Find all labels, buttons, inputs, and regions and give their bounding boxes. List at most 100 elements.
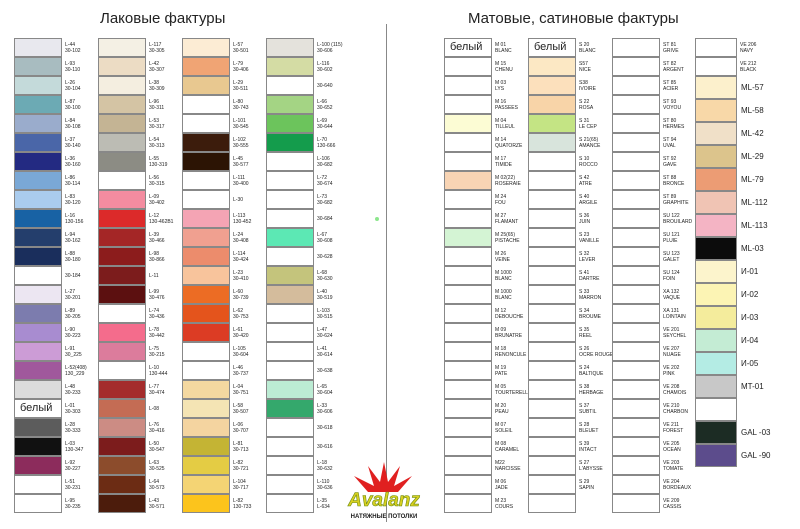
color-swatch xyxy=(528,361,576,380)
swatch-row: L-52(408) 130_229 xyxy=(14,361,87,380)
swatch-label: ML-113 xyxy=(741,221,768,230)
swatch-label: S 39 INTACT xyxy=(579,440,597,453)
swatch-row: L-09 30-402 xyxy=(98,190,173,209)
color-swatch xyxy=(266,133,314,152)
swatch-label: M 09 BRUNATRE xyxy=(495,326,523,339)
swatch-row: L-72 30-674 xyxy=(266,171,342,190)
swatch-row: S 38 HERBAGE xyxy=(528,380,613,399)
swatch-label: M 01 BLANC xyxy=(495,41,512,54)
color-swatch xyxy=(98,361,146,380)
color-swatch xyxy=(528,209,576,228)
color-swatch xyxy=(266,38,314,57)
color-swatch xyxy=(528,342,576,361)
color-swatch xyxy=(612,76,660,95)
swatch-label: M 1000 BLANC xyxy=(495,269,512,282)
swatch-label: S 35 REEL xyxy=(579,326,593,339)
color-swatch xyxy=(612,437,660,456)
color-swatch xyxy=(266,171,314,190)
color-swatch xyxy=(98,228,146,247)
swatch-row: L-70 130-666 xyxy=(266,133,342,152)
color-swatch xyxy=(266,475,314,494)
color-swatch xyxy=(695,237,737,260)
swatch-row: L-114 30-424 xyxy=(182,247,251,266)
swatch-row: L-96 30-311 xyxy=(98,95,173,114)
swatch-label: L-04 30-751 xyxy=(233,383,249,396)
swatch-label: GAL -03 xyxy=(741,428,771,437)
swatch-label: SU 124 FOIN xyxy=(663,269,680,282)
swatch-row: L-64 30-573 xyxy=(98,475,173,494)
swatch-row: L-105 30-604 xyxy=(182,342,251,361)
swatch-row: L-36 30-160 xyxy=(14,152,87,171)
swatch-row: S57 NICE xyxy=(528,57,613,76)
color-swatch xyxy=(695,38,737,57)
swatch-row: L-111 30-400 xyxy=(182,171,251,190)
color-swatch xyxy=(266,247,314,266)
swatch-row: L-89 30-205 xyxy=(14,304,87,323)
swatch-label: ST 81 GRIVE xyxy=(663,41,679,54)
swatch-row: L-60 30-739 xyxy=(182,285,251,304)
swatch-label: L-57 30-501 xyxy=(233,41,249,54)
swatch-row: белый M 01 BLANC xyxy=(444,38,531,57)
swatch-row: M 25(65) PISTACHE xyxy=(444,228,531,247)
color-swatch xyxy=(14,209,62,228)
swatch-row: L-75 30-215 xyxy=(98,342,173,361)
swatch-label: M 06 JADE xyxy=(495,478,508,491)
color-swatch xyxy=(612,228,660,247)
color-swatch xyxy=(612,418,660,437)
swatch-row: L-67 30-608 xyxy=(266,228,342,247)
swatch-label: VE 202 PINK xyxy=(663,364,680,377)
color-swatch xyxy=(444,323,492,342)
swatch-label: L-24 30-408 xyxy=(233,231,249,244)
swatch-row: L-47 30-624 xyxy=(266,323,342,342)
swatch-row: XA 131 LOINTAIN xyxy=(612,304,692,323)
swatch-label: L-33 30-606 xyxy=(317,402,333,415)
color-swatch xyxy=(98,494,146,513)
swatch-row: 30-684 xyxy=(266,209,342,228)
swatch-row: VE 210 CHARBON xyxy=(612,399,692,418)
swatch-label: L-09 30-402 xyxy=(149,193,165,206)
color-swatch xyxy=(98,76,146,95)
color-swatch xyxy=(266,418,314,437)
green-dot xyxy=(375,217,379,221)
color-swatch xyxy=(182,304,230,323)
color-swatch xyxy=(444,266,492,285)
color-swatch xyxy=(528,437,576,456)
color-swatch xyxy=(98,380,146,399)
color-swatch xyxy=(266,380,314,399)
swatch-label: L-82 30-721 xyxy=(233,459,249,472)
swatch-label: VE 211 FOREST xyxy=(663,421,684,434)
swatch-row: ST 94 UVAL xyxy=(612,133,692,152)
title-matte: Матовые, сатиновые фактуры xyxy=(468,10,679,27)
swatch-label: S 40 ARGILE xyxy=(579,193,598,206)
swatch-row: L-78 30-442 xyxy=(98,323,173,342)
swatch-row: VE 209 CASSIS xyxy=(612,494,692,513)
swatch-label: L-48 30-233 xyxy=(65,383,81,396)
color-swatch xyxy=(612,38,660,57)
swatch-label: ML-112 xyxy=(741,198,768,207)
swatch-row: L-06 30-707 xyxy=(182,418,251,437)
swatch-row: M 08 CARAMEL xyxy=(444,437,531,456)
swatch-row: L-90 30-223 xyxy=(14,323,87,342)
color-swatch xyxy=(98,247,146,266)
swatch-label: L-55 130-319 xyxy=(149,155,168,168)
swatch-label: L-74 30-436 xyxy=(149,307,165,320)
color-swatch xyxy=(14,38,62,57)
swatch-row: S 41 DARTRE xyxy=(528,266,613,285)
color-swatch xyxy=(98,209,146,228)
swatch-row: ST 88 BRONCE xyxy=(612,171,692,190)
swatch-row: L-69 30-644 xyxy=(266,114,342,133)
color-swatch xyxy=(182,342,230,361)
swatch-label: ML-79 xyxy=(741,175,764,184)
swatch-label: S 41 DARTRE xyxy=(579,269,600,282)
swatch-row: VE 206 NAVY xyxy=(695,38,771,57)
color-swatch xyxy=(528,190,576,209)
swatch-row: L-82 130-733 xyxy=(182,494,251,513)
swatch-row: M 02(22) ROSERAIE xyxy=(444,171,531,190)
swatch-row: L-11 xyxy=(98,266,173,285)
swatch-label: L-10 130-444 xyxy=(149,364,168,377)
color-swatch: белый xyxy=(528,38,576,57)
swatch-label: L-51 30-231 xyxy=(65,478,81,491)
swatch-row: L-57 30-501 xyxy=(182,38,251,57)
swatch-row: 30-640 xyxy=(266,76,342,95)
swatch-row: S 10 ROCCO xyxy=(528,152,613,171)
